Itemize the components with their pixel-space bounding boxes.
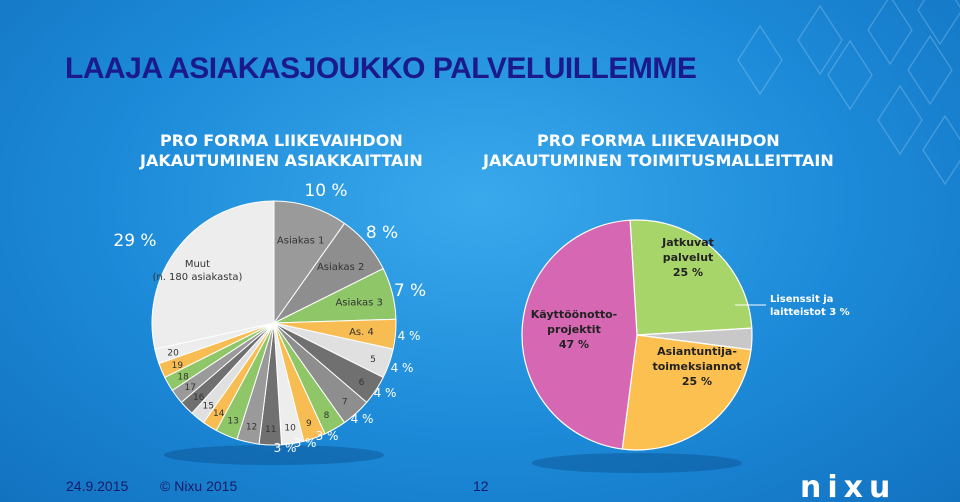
left-pie-percent-label: 4 % <box>351 412 374 426</box>
right-pie-label: Lisenssit ja laitteistot 3 % <box>770 294 850 318</box>
right-pie-shadow <box>532 453 742 473</box>
decor-diamond <box>737 24 783 96</box>
left-pie-percent-label: 3 % <box>316 429 339 443</box>
left-pie-label: Muut (n. 180 asiakasta) <box>152 259 242 283</box>
left-pie-percent-label: 10 % <box>304 181 347 201</box>
left-pie-label: Asiakas 1 <box>277 235 324 246</box>
left-pie-label: 9 <box>306 419 312 429</box>
left-pie-percent-label: 3 % <box>274 441 297 455</box>
left-pie-label: 13 <box>227 417 238 427</box>
right-pie-label: Käyttöönotto-projektit 47 % <box>531 308 617 351</box>
left-pie-label: 11 <box>265 425 276 435</box>
left-pie-percent-label: 4 % <box>374 386 397 400</box>
footer-page-number: 12 <box>473 478 489 494</box>
decor-diamond <box>877 84 923 156</box>
left-pie-label: 18 <box>177 372 189 382</box>
left-pie-label: 10 <box>284 424 296 434</box>
decor-diamond <box>797 4 843 76</box>
right-heading-line1: PRO FORMA LIIKEVAIHDON <box>537 131 780 150</box>
footer-copyright: © Nixu 2015 <box>160 478 238 494</box>
left-heading-line2: JAKAUTUMINEN ASIAKKAITTAIN <box>140 151 423 170</box>
slide-title: LAAJA ASIAKASJOUKKO PALVELUILLEMME <box>65 52 697 85</box>
decor-diamond <box>917 0 960 46</box>
left-pie-percent-label: 4 % <box>391 361 414 375</box>
left-pie-label: Asiakas 2 <box>317 262 364 273</box>
left-pie-percent-label: 8 % <box>366 223 398 243</box>
decor-diamond <box>907 34 953 106</box>
left-pie-label: As. 4 <box>349 327 374 338</box>
left-heading-line1: PRO FORMA LIIKEVAIHDON <box>160 131 403 150</box>
left-pie-label: 7 <box>342 398 348 408</box>
right-pie-slice <box>521 219 638 450</box>
left-pie-label: 12 <box>246 422 257 432</box>
left-chart-heading: PRO FORMA LIIKEVAIHDON JAKAUTUMINEN ASIA… <box>140 131 423 171</box>
right-pie-label: Asiantuntija-toimeksiannot 25 % <box>652 345 741 388</box>
right-chart-heading: PRO FORMA LIIKEVAIHDON JAKAUTUMINEN TOIM… <box>483 131 834 171</box>
left-pie-percent-label: 29 % <box>113 231 156 251</box>
left-pie-label: 15 <box>202 402 213 412</box>
right-pie-label: Jatkuvat palvelut 25 % <box>661 236 714 279</box>
left-pie-label: 6 <box>359 378 365 388</box>
nixu-logo: nixu <box>800 470 897 502</box>
left-pie-label: 8 <box>324 411 330 421</box>
decor-diamond <box>827 39 873 111</box>
right-pie-slice <box>621 334 752 451</box>
left-pie-shadow <box>164 445 384 465</box>
left-pie-percent-label: 3 % <box>294 436 317 450</box>
left-pie-label: 16 <box>193 393 205 403</box>
left-pie-percent-label: 7 % <box>394 281 426 301</box>
left-pie-percent-label: 4 % <box>398 329 421 343</box>
right-heading-line2: JAKAUTUMINEN TOIMITUSMALLEITTAIN <box>483 151 834 170</box>
left-pie-label: 5 <box>370 355 376 365</box>
right-pie-slice <box>629 219 753 336</box>
left-pie-label: 19 <box>172 361 184 371</box>
footer-date: 24.9.2015 <box>66 478 129 494</box>
left-pie-label: 17 <box>185 383 196 393</box>
left-pie-label: 14 <box>213 409 225 419</box>
left-pie-label: Asiakas 3 <box>335 298 382 309</box>
left-pie-slice <box>273 200 346 325</box>
left-pie-slice <box>151 200 275 350</box>
decor-diamond <box>867 0 913 66</box>
left-pie-label: 20 <box>167 349 179 359</box>
